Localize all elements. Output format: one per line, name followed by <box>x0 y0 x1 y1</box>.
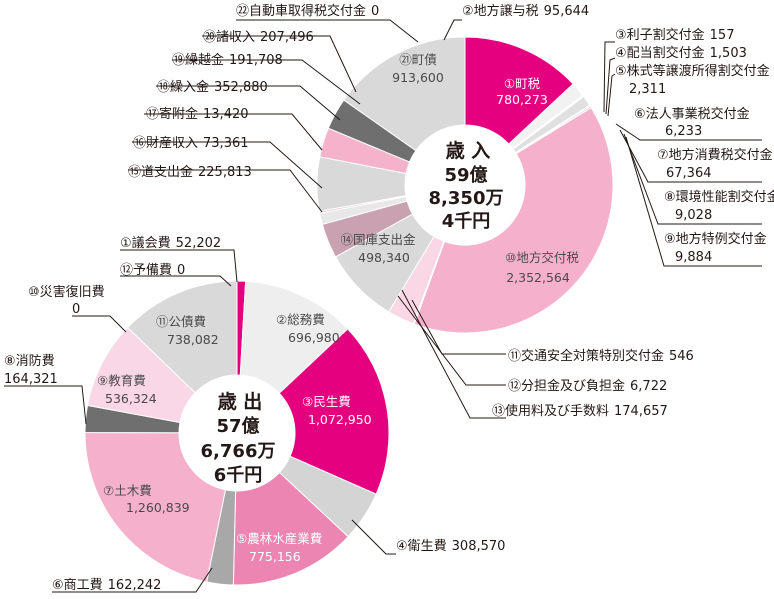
rev-label-14-inner: ⑭国庫支出金 <box>340 232 416 247</box>
revenue-center-hole <box>405 125 525 245</box>
exp-label-3-inner: ③民生費 <box>302 394 351 409</box>
rev-label-5: ⑤株式等譲渡所得割交付金 <box>615 63 770 79</box>
exp-label-2-inner: ②総務費 <box>276 312 325 327</box>
expenditure-total-line-3: 6千円 <box>214 465 263 486</box>
exp-leader-6 <box>52 567 213 593</box>
revenue-pie <box>316 36 614 334</box>
exp-label-9-inner: ⑨教育費 <box>97 373 146 388</box>
rev-label-22: ㉒自動車取得税交付金 0 <box>236 3 379 19</box>
exp-value-8: 164,321 <box>4 372 58 387</box>
rev-label-15: ⑮道支出金 225,813 <box>128 164 252 180</box>
exp-value-9-inner: 536,324 <box>105 391 157 406</box>
exp-label-7-inner: ⑦土木費 <box>103 483 152 498</box>
expenditure-total-line-1: 57億 <box>216 415 259 437</box>
exp-label-1: ①議会費 52,202 <box>120 236 221 251</box>
rev-label-18: ⑱繰入金 352,880 <box>157 79 268 95</box>
rev-label-7: ⑦地方消費税交付金 <box>657 147 773 163</box>
expenditure-total-line-2: 6,766万 <box>201 441 276 462</box>
rev-leader-13 <box>401 289 506 419</box>
rev-leader-16 <box>132 141 323 189</box>
revenue-title: 歳 入 <box>446 140 491 162</box>
rev-value-10-inner: 2,352,564 <box>506 270 570 285</box>
rev-label-6: ⑥法人事業税交付金 <box>634 106 750 122</box>
exp-value-5-inner: 775,156 <box>249 549 301 564</box>
rev-label-4: ④配当割交付金 1,503 <box>615 45 747 61</box>
rev-value-6: 6,233 <box>665 124 702 139</box>
rev-leader-8 <box>623 133 762 225</box>
revenue-total-line-1: 59億 <box>444 164 487 186</box>
expenditure-center-hole <box>179 375 295 491</box>
rev-leader-3 <box>603 41 615 113</box>
rev-value-21-inner: 913,600 <box>392 70 444 85</box>
exp-value-11-inner: 738,082 <box>167 332 219 347</box>
rev-leader-22 <box>236 19 419 43</box>
exp-label-12: ⑫予備費 0 <box>120 262 185 278</box>
exp-leader-1 <box>120 249 238 283</box>
rev-label-13: ⑬使用料及び手数料 174,657 <box>492 403 668 419</box>
rev-label-10-inner: ⑩地方交付税 <box>505 250 579 265</box>
revenue-total-line-2: 8,350万 <box>429 188 504 209</box>
exp-leader-8 <box>4 385 87 425</box>
exp-label-11-inner: ⑪公債費 <box>156 314 206 329</box>
rev-leader-17 <box>144 113 323 151</box>
rev-label-21-inner: ㉑町債 <box>399 52 437 67</box>
rev-label-3: ③利子割交付金 157 <box>615 27 734 43</box>
rev-value-9: 9,884 <box>675 250 712 265</box>
exp-label-4: ④衛生費 308,570 <box>396 539 505 554</box>
exp-leader-4 <box>351 519 396 555</box>
rev-value-5: 2,311 <box>629 82 666 97</box>
rev-label-16: ⑯財産収入 73,361 <box>133 135 249 151</box>
revenue-total-line-3: 4千円 <box>442 211 491 232</box>
rev-leader-4 <box>605 57 616 115</box>
rev-value-1-inner: 780,273 <box>496 92 548 107</box>
expenditure-title: 歳 出 <box>218 390 263 413</box>
exp-value-10: 0 <box>72 302 80 317</box>
exp-label-10: ⑩災害復旧費 <box>28 284 105 300</box>
rev-value-8: 9,028 <box>675 208 712 223</box>
rev-leader-2 <box>443 19 462 41</box>
rev-leader-9 <box>625 136 762 267</box>
rev-label-1-inner: ①町税 <box>504 76 541 91</box>
exp-value-3-inner: 1,072,950 <box>308 412 372 427</box>
rev-value-7: 67,364 <box>666 166 712 181</box>
exp-leader-12 <box>120 275 232 287</box>
rev-leader-15 <box>128 169 323 213</box>
rev-label-19: ⑲繰越金 191,708 <box>172 52 283 68</box>
exp-label-8: ⑧消防費 <box>4 353 55 369</box>
exp-value-2-inner: 696,980 <box>288 330 340 345</box>
rev-leader-18 <box>156 85 341 121</box>
rev-label-9: ⑨地方特例交付金 <box>664 231 767 247</box>
exp-leader-10 <box>72 315 127 333</box>
rev-leader-5 <box>607 73 616 117</box>
rev-label-20: ⑳諸収入 207,496 <box>203 29 314 45</box>
rev-label-17: ⑰寄附金 13,420 <box>146 106 249 122</box>
rev-leader-19 <box>172 59 361 105</box>
rev-value-14-inner: 498,340 <box>358 250 410 265</box>
rev-leader-6 <box>615 123 762 141</box>
rev-label-11: ⑪交通安全対策特別交付金 546 <box>508 348 694 364</box>
rev-label-12: ⑫分担金及び負担金 6,722 <box>508 378 667 394</box>
rev-label-2: ②地方譲与税 95,644 <box>462 3 589 19</box>
rev-label-8: ⑧環境性能割交付金 <box>664 189 774 205</box>
exp-label-5-inner: ⑤農林水産業費 <box>236 531 322 546</box>
exp-label-6: ⑥商工費 162,242 <box>52 578 161 593</box>
rev-leader-20 <box>202 35 357 93</box>
exp-value-7-inner: 1,260,839 <box>126 500 190 515</box>
